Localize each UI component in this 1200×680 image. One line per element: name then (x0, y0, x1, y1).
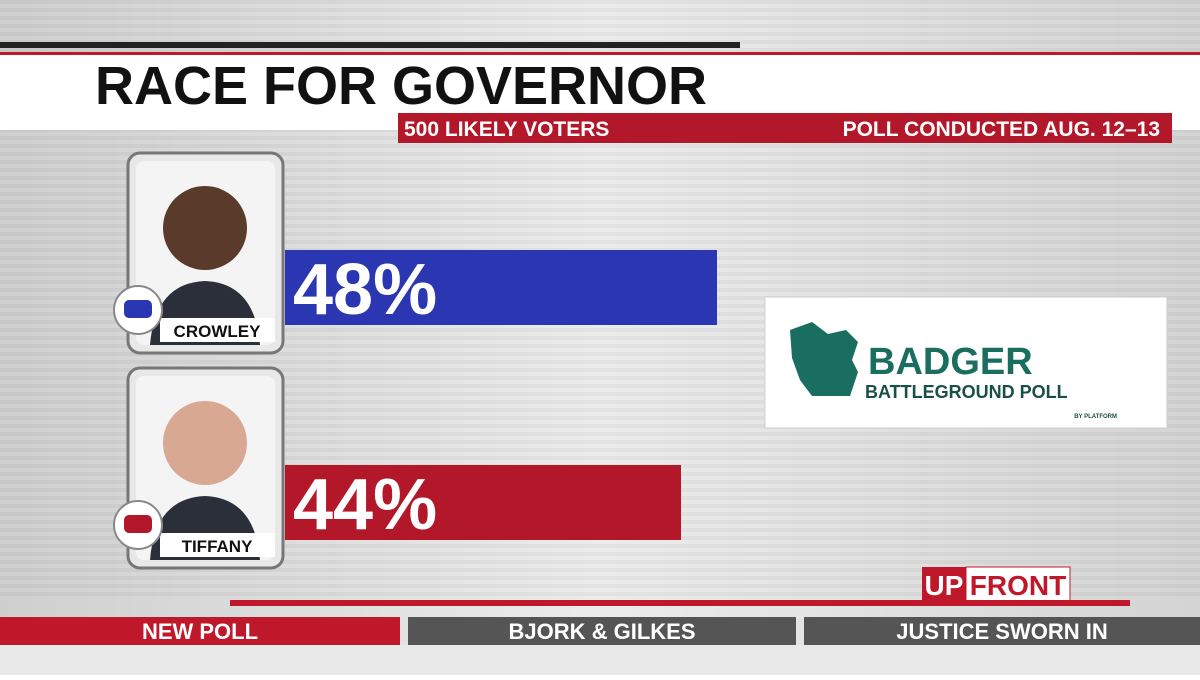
logo-name: BADGER (868, 341, 1033, 383)
ticker-rule (230, 600, 1130, 606)
title-rule (0, 52, 1200, 55)
subtitle-right: POLL CONDUCTED AUG. 12–13 (843, 118, 1160, 141)
chart-title: RACE FOR GOVERNOR (95, 56, 707, 116)
logo-byline: BY PLATFORM (1074, 414, 1117, 420)
bar (285, 465, 681, 540)
footer (0, 645, 1200, 675)
ticker-item: BJORK & GILKES (508, 619, 695, 644)
ticker: NEW POLL BJORK & GILKES JUSTICE SWORN IN (0, 617, 1200, 645)
brand-box-first (922, 567, 966, 603)
brand-second: FRONT (970, 570, 1066, 601)
ticker-item-box (0, 617, 400, 645)
top-rule (0, 42, 740, 48)
bar (285, 250, 717, 325)
brand-box-second (965, 566, 1071, 604)
ticker-item: NEW POLL (142, 619, 258, 644)
candidate-name: CROWLEY (174, 322, 262, 341)
candidate-name: TIFFANY (182, 537, 253, 556)
state-shape (790, 322, 858, 396)
subtitle-band (398, 113, 1172, 143)
photo-head (163, 186, 247, 270)
bars: CROWLEY 48% TIFFANY 44% (113, 151, 717, 570)
brand-first: UP (925, 570, 964, 601)
party-icon-body (124, 515, 152, 533)
poll-logo: BADGER BATTLEGROUND POLL BY PLATFORM (764, 296, 1168, 429)
photo-head (163, 401, 247, 485)
ticker-item-box (408, 617, 796, 645)
logo-subname: BATTLEGROUND POLL (865, 382, 1068, 402)
name-plate (160, 318, 275, 342)
party-icon-body (124, 300, 152, 318)
value-label: 44% (293, 465, 437, 545)
value-label: 48% (293, 250, 437, 330)
brand: UP FRONT (922, 566, 1071, 604)
ticker-item: JUSTICE SWORN IN (896, 619, 1107, 644)
subtitle-left: 500 LIKELY VOTERS (404, 118, 609, 141)
name-plate (160, 533, 275, 557)
ticker-item-box (804, 617, 1200, 645)
